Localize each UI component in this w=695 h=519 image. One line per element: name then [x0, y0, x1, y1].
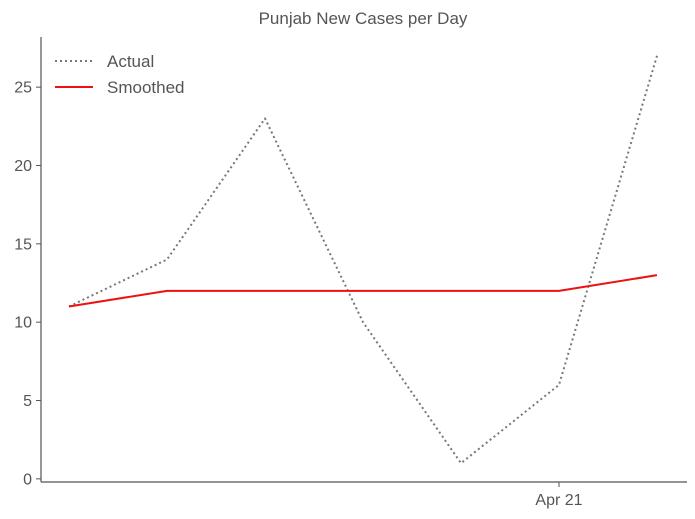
legend-smoothed-label: Smoothed	[107, 78, 185, 97]
axes	[40, 37, 687, 483]
series-line-actual	[68, 55, 658, 465]
series-layer	[68, 55, 658, 465]
chart-title: Punjab New Cases per Day	[259, 9, 468, 28]
legend-actual-label: Actual	[107, 52, 154, 71]
y-tick-label: 25	[14, 80, 32, 97]
series-line-smoothed	[68, 274, 658, 308]
y-tick-label: 10	[14, 315, 32, 332]
y-tick-label: 20	[14, 158, 32, 175]
y-tick-label: 15	[14, 236, 32, 253]
y-tick-label: 5	[23, 393, 32, 410]
x-tick-label: Apr 21	[535, 492, 582, 509]
legend: Actual Smoothed	[55, 52, 185, 97]
y-ticks: 0 5 10 15 20 25	[14, 80, 41, 488]
x-ticks: Apr 21	[535, 482, 583, 509]
y-tick-label: 0	[23, 471, 32, 488]
